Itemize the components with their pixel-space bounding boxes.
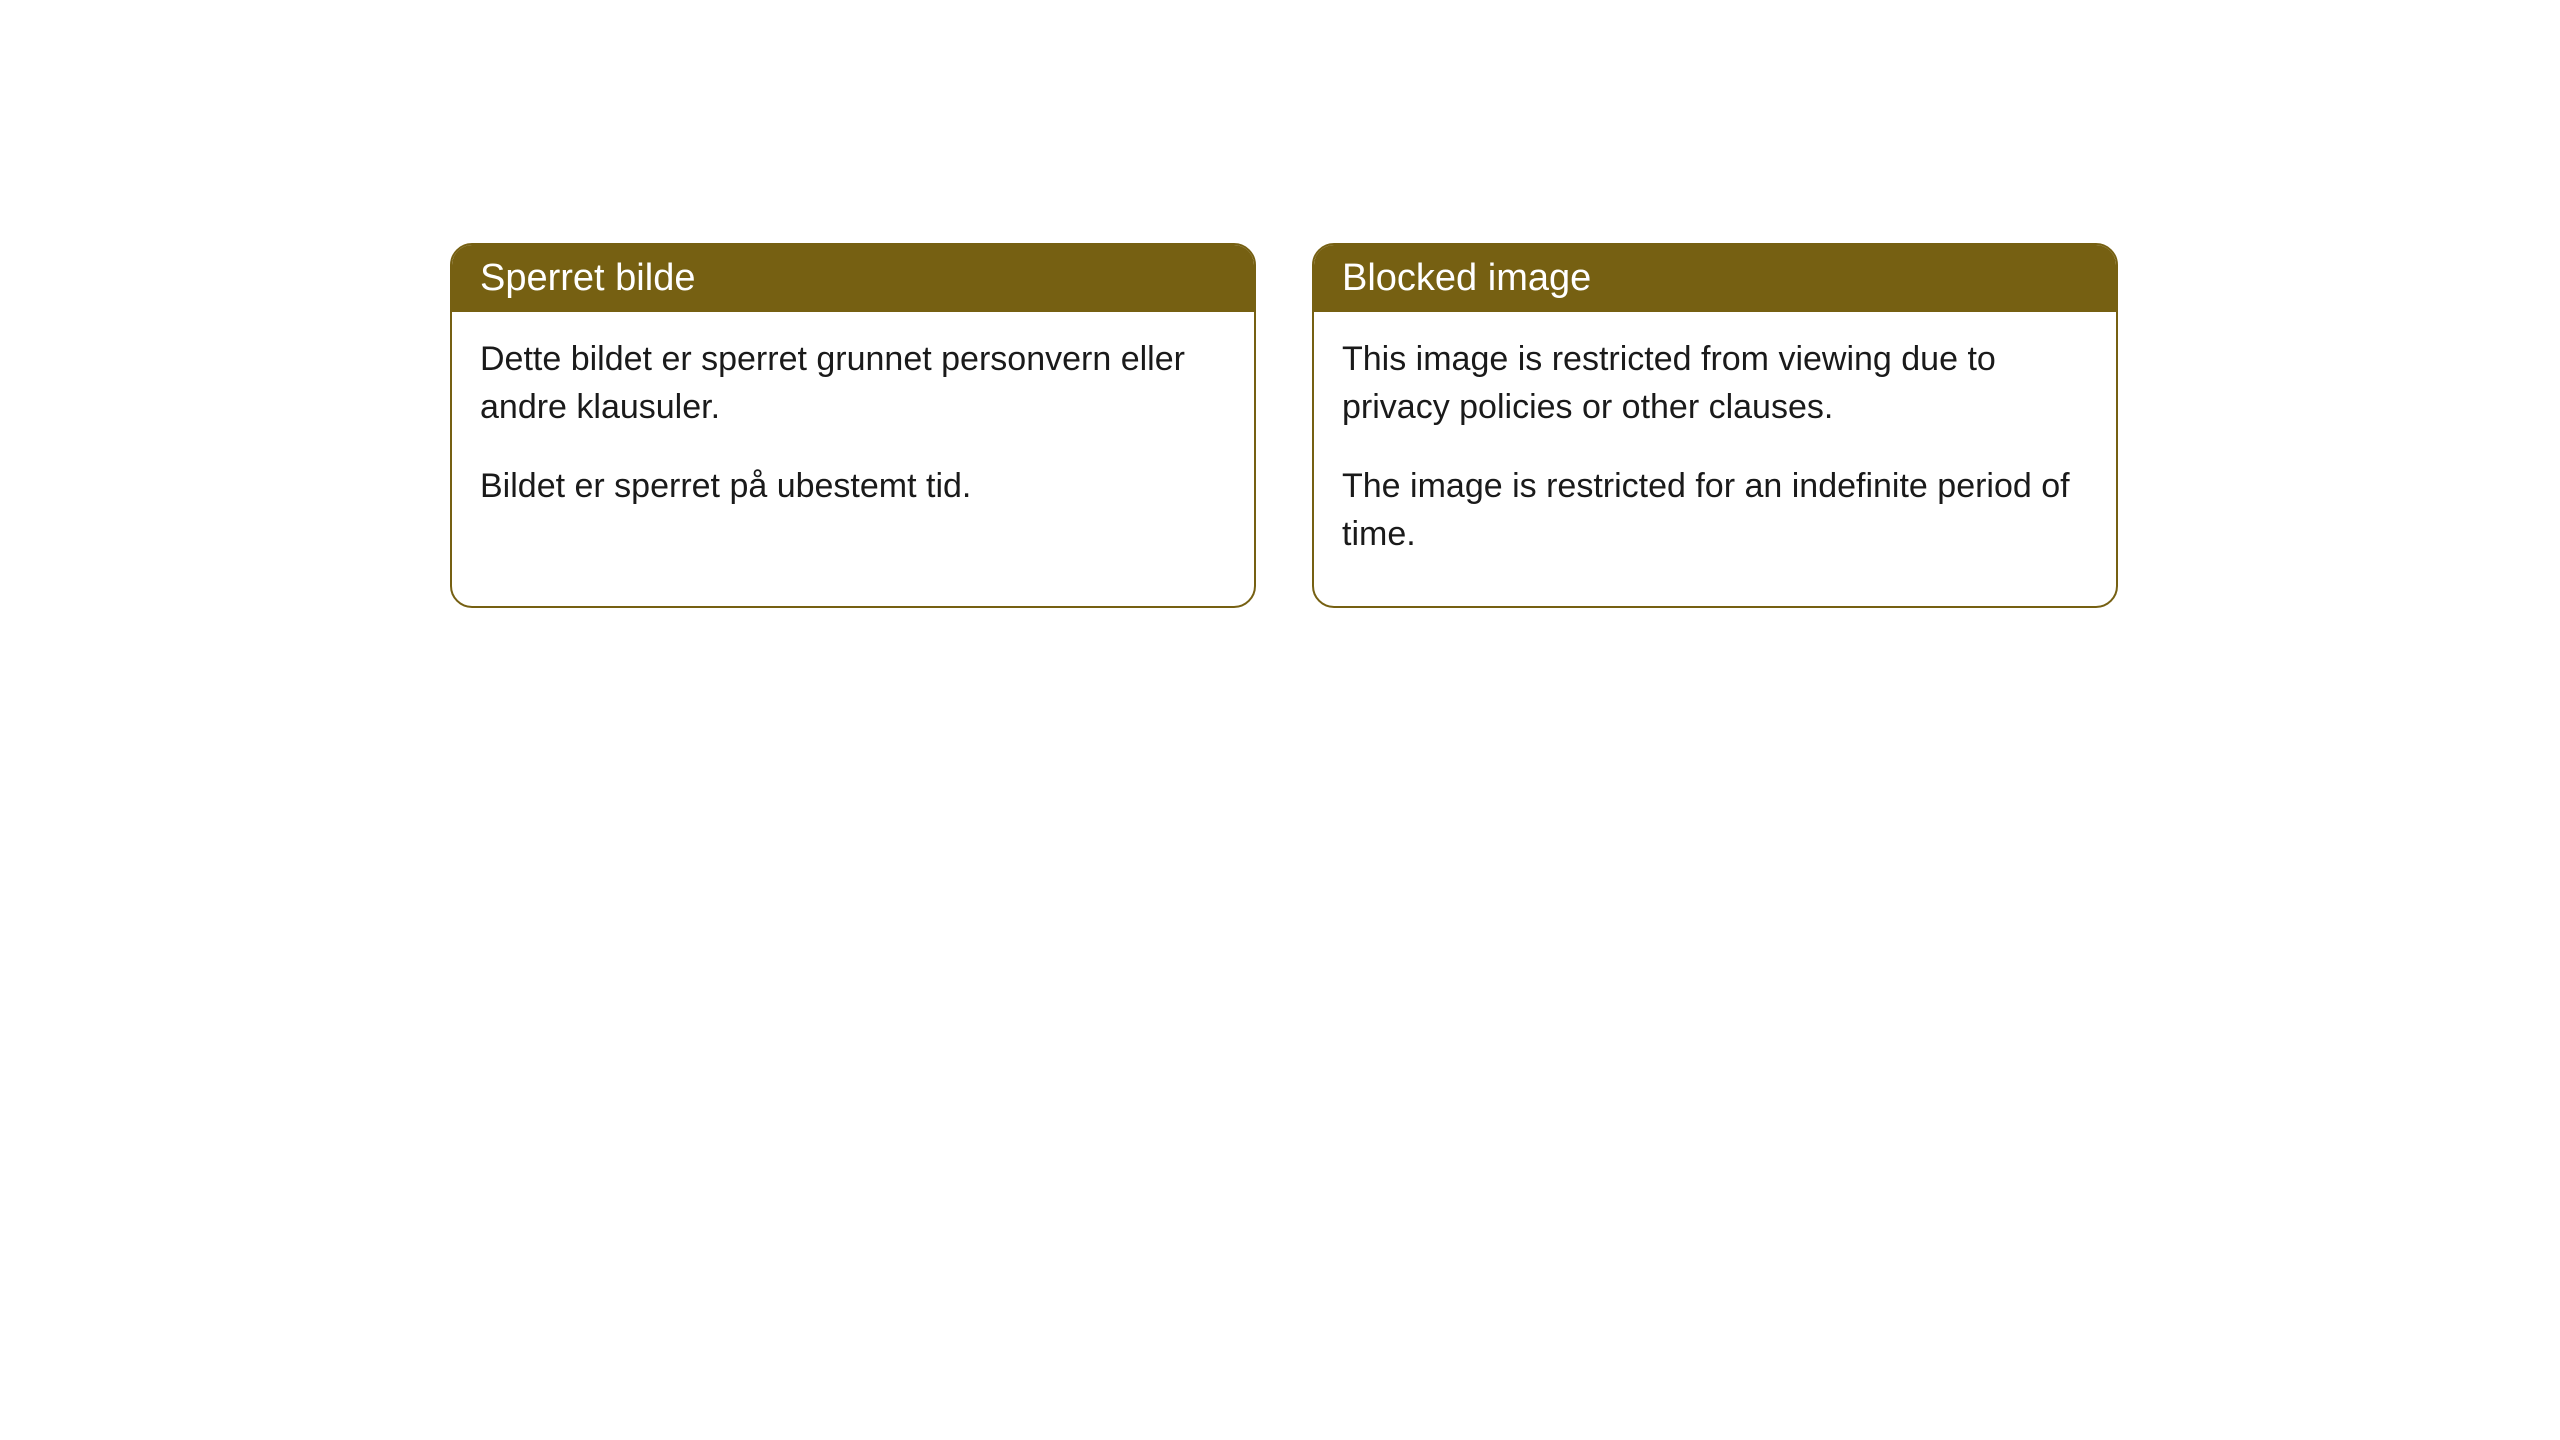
card-header-english: Blocked image <box>1314 245 2116 312</box>
card-body-norwegian: Dette bildet er sperret grunnet personve… <box>452 312 1254 559</box>
card-header-norwegian: Sperret bilde <box>452 245 1254 312</box>
notice-card-english: Blocked image This image is restricted f… <box>1312 243 2118 608</box>
card-paragraph: The image is restricted for an indefinit… <box>1342 463 2088 558</box>
notice-card-norwegian: Sperret bilde Dette bildet er sperret gr… <box>450 243 1256 608</box>
card-title: Blocked image <box>1342 257 1591 299</box>
card-paragraph: Bildet er sperret på ubestemt tid. <box>480 463 1226 511</box>
notice-cards-container: Sperret bilde Dette bildet er sperret gr… <box>450 243 2118 608</box>
card-paragraph: Dette bildet er sperret grunnet personve… <box>480 336 1226 431</box>
card-body-english: This image is restricted from viewing du… <box>1314 312 2116 606</box>
card-title: Sperret bilde <box>480 257 695 299</box>
card-paragraph: This image is restricted from viewing du… <box>1342 336 2088 431</box>
